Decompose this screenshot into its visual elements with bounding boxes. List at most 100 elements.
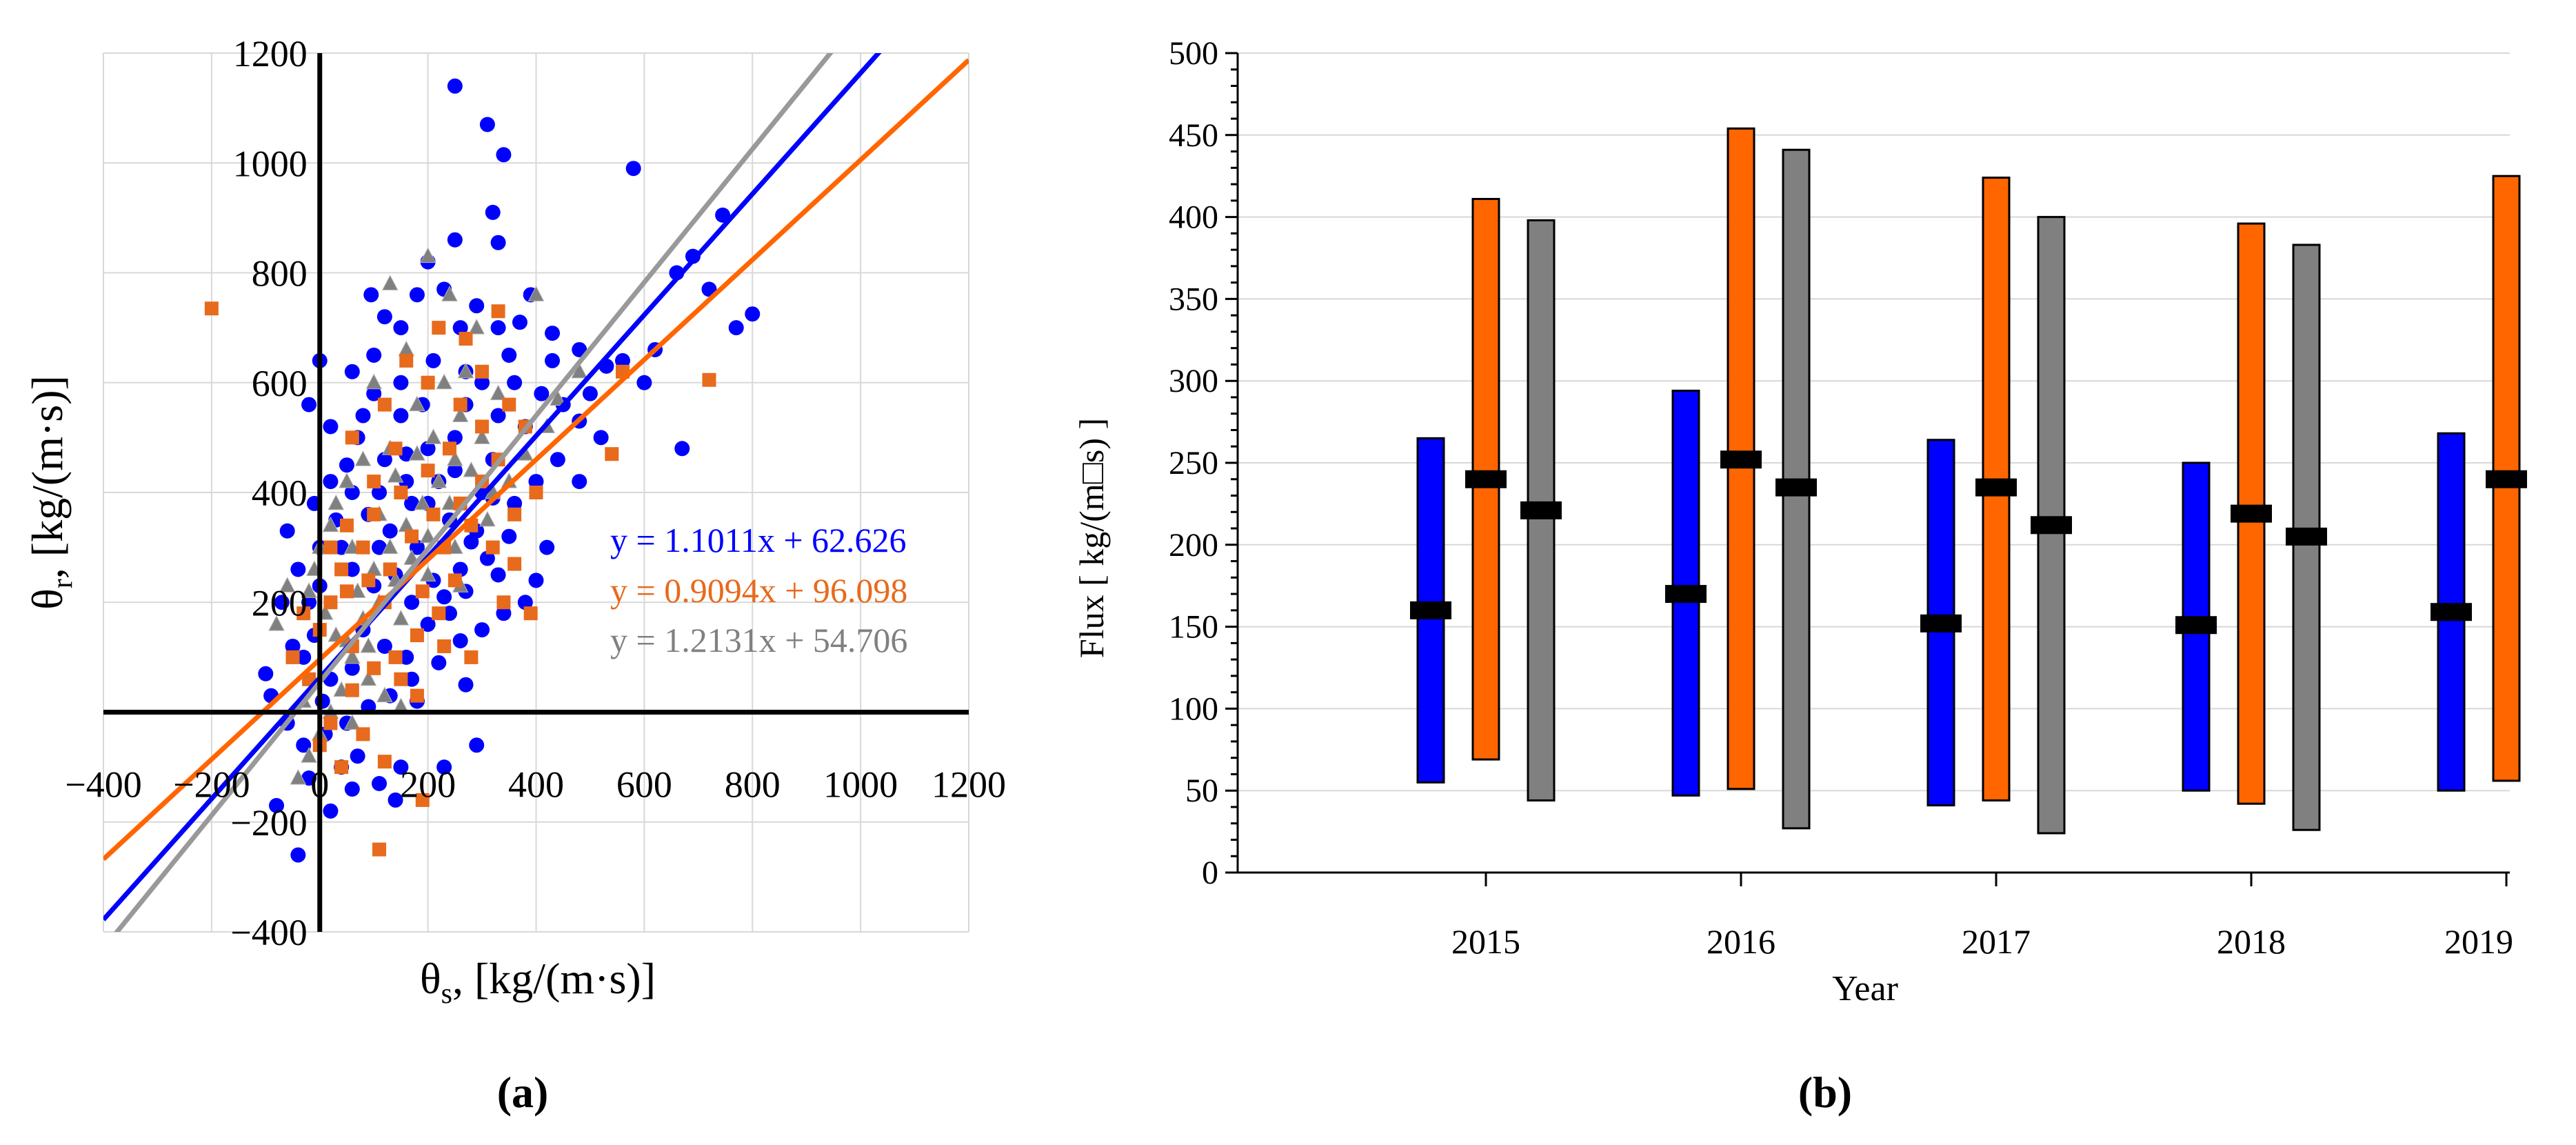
point-blue: [593, 430, 609, 446]
point-gray: [457, 362, 474, 379]
point-blue: [436, 759, 452, 775]
point-blue: [344, 485, 360, 500]
point-orange: [702, 372, 716, 387]
point-orange: [361, 573, 376, 588]
point-gray: [387, 467, 404, 483]
point-orange: [507, 557, 522, 571]
point-blue: [501, 528, 517, 544]
point-gray: [419, 247, 436, 263]
bar-y-tick-label: 300: [1169, 363, 1218, 399]
point-blue: [674, 441, 690, 457]
point-orange: [339, 584, 354, 599]
point-orange: [453, 397, 467, 412]
point-blue: [382, 523, 398, 539]
point-blue: [582, 386, 598, 401]
point-blue: [685, 248, 701, 264]
floating-bar-chart-panel-b: 0 50 100 150 200 250 300 350 400 450 500 2015 2016 20…: [1072, 35, 2527, 1117]
x-tick-label: 1000: [823, 764, 898, 806]
point-blue: [474, 375, 490, 390]
point-gray: [463, 461, 480, 477]
point-orange: [296, 606, 311, 621]
point-gray: [550, 390, 566, 406]
point-blue: [363, 287, 379, 303]
point-gray: [425, 428, 442, 444]
mean-marker-gray-2018: [2286, 527, 2327, 546]
bar-x-axis-label: Year: [1832, 969, 1898, 1008]
point-blue: [301, 397, 317, 412]
point-blue: [490, 408, 506, 424]
point-blue: [728, 320, 744, 336]
point-blue: [447, 463, 463, 479]
point-blue: [339, 457, 354, 473]
point-gray: [381, 275, 399, 290]
point-gray: [268, 615, 285, 631]
point-blue: [350, 748, 365, 764]
mean-marker-orange-2017: [1975, 478, 2017, 497]
point-orange: [377, 397, 392, 412]
point-blue: [431, 655, 447, 670]
point-orange: [345, 683, 359, 697]
point-orange: [464, 650, 479, 664]
point-orange: [323, 540, 338, 555]
point-blue: [399, 446, 414, 462]
point-blue: [442, 606, 457, 621]
point-orange: [383, 562, 397, 577]
point-orange: [432, 321, 446, 335]
point-blue: [258, 666, 274, 681]
point-blue: [274, 595, 290, 610]
point-blue: [409, 287, 425, 303]
point-gray: [290, 768, 307, 785]
fit-line-blue: [103, 53, 882, 922]
point-blue: [452, 320, 468, 336]
point-blue: [745, 306, 761, 322]
y-axis-label-symbol: θ: [23, 588, 72, 610]
point-blue: [279, 523, 295, 539]
point-orange: [367, 661, 381, 675]
mean-marker-gray-2016: [1775, 478, 1817, 497]
point-blue: [393, 320, 409, 336]
point-orange: [323, 716, 338, 730]
point-blue: [323, 419, 339, 435]
point-orange: [426, 507, 441, 521]
x-tick-label: 200: [400, 764, 456, 806]
point-orange: [437, 639, 452, 653]
point-gray: [490, 384, 507, 401]
mean-marker-gray-2015: [1520, 501, 1562, 519]
point-blue: [301, 595, 317, 610]
y-tick-label: 600: [252, 363, 308, 404]
point-gray: [419, 566, 436, 581]
bar-chart-tick-labels: 0 50 100 150 200 250 300 350 400 450 500 2015 2016 20…: [1169, 35, 2513, 961]
point-blue: [404, 495, 420, 511]
point-orange: [204, 301, 219, 316]
point-blue: [528, 474, 544, 490]
point-gray: [419, 527, 436, 544]
point-orange: [459, 332, 473, 346]
point-blue: [452, 633, 468, 648]
point-blue: [376, 452, 392, 468]
point-gray: [328, 494, 345, 510]
point-gray: [409, 445, 425, 461]
point-gray: [527, 286, 545, 301]
point-gray: [447, 450, 463, 466]
point-blue: [344, 364, 360, 379]
point-blue: [404, 595, 420, 610]
point-gray: [301, 747, 317, 763]
point-blue: [372, 776, 388, 792]
point-gray: [365, 373, 383, 390]
y-axis-label-units: , [kg/(m·s)]: [23, 375, 72, 579]
point-orange: [410, 688, 424, 703]
point-orange: [421, 375, 435, 390]
year-tick-label: 2017: [1962, 922, 2031, 961]
point-gray: [474, 428, 490, 444]
point-blue: [479, 117, 495, 132]
point-orange: [485, 540, 500, 555]
equation-gray: y = 1.2131x + 54.706: [610, 621, 907, 659]
point-gray: [398, 516, 415, 532]
scatter-axes: [103, 53, 969, 932]
point-blue: [452, 561, 468, 577]
point-gray: [343, 714, 361, 730]
point-blue: [507, 375, 523, 390]
point-blue: [399, 474, 414, 490]
point-blue: [323, 474, 339, 490]
